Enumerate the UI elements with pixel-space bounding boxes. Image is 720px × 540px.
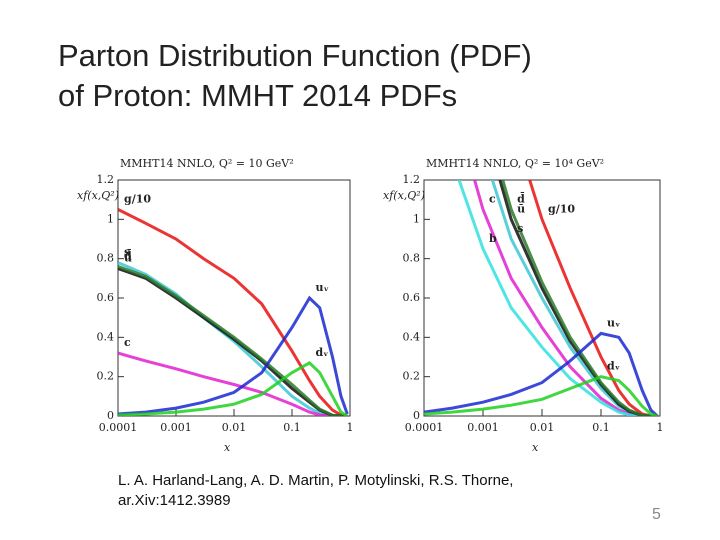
series-label: c [124, 336, 131, 349]
y-tick-label: 0.8 [97, 252, 115, 265]
y-tick-label: 1.2 [403, 173, 421, 186]
series-label: b [489, 232, 497, 245]
x-tick-label: 0.1 [283, 421, 301, 434]
pdf-curve [118, 295, 349, 416]
series-label: c [489, 193, 496, 206]
x-tick-label: 0.0001 [405, 421, 444, 434]
curves [118, 208, 349, 416]
pdf-curve [457, 180, 658, 416]
series-label: g/10 [124, 193, 151, 206]
page-number: 5 [652, 506, 661, 523]
y-tick-label: 1 [107, 212, 114, 225]
x-tick-label: 0.01 [530, 421, 555, 434]
pdf-curve [424, 331, 659, 416]
pdf-curve [501, 180, 658, 416]
series-label: uᵥ [607, 316, 620, 329]
series-label: ū [124, 252, 132, 265]
citation: ar.Xiv:1412.3989 [118, 492, 231, 509]
citation: L. A. Harland-Lang, A. D. Martin, P. Mot… [118, 472, 514, 489]
curves [424, 180, 659, 416]
x-tick-label: 0.1 [592, 421, 610, 434]
plot-frame [117, 179, 351, 417]
series-label: dᵥ [315, 346, 328, 359]
y-tick-label: 0.8 [403, 252, 421, 265]
y-tick-label: 0.2 [97, 370, 115, 383]
y-tick-label: 0 [413, 409, 420, 422]
series-label: dᵥ [607, 360, 620, 373]
series-label: g/10 [548, 202, 575, 215]
y-tick-label: 0.6 [403, 291, 421, 304]
y-tick-label: 0.6 [97, 291, 115, 304]
series-label: d̄ [124, 249, 132, 263]
pdf-curve [118, 361, 349, 416]
x-tick-label: 0.0001 [99, 421, 138, 434]
series-label: ū [517, 202, 525, 215]
series-label: uᵥ [315, 281, 328, 294]
x-axis-label: x [532, 441, 539, 454]
y-axis-label: xf(x,Q²) [77, 189, 119, 202]
x-axis-label: x [224, 441, 231, 454]
y-tick-label: 0 [107, 409, 114, 422]
chart-title: MMHT14 NNLO, Q² = 10 GeV² [120, 157, 294, 170]
pdf-curve [490, 180, 658, 416]
y-tick-label: 0.4 [403, 330, 421, 343]
x-tick-label: 0.001 [467, 421, 499, 434]
pdf-curve [498, 180, 658, 416]
pdf-curve [118, 351, 348, 416]
x-tick-label: 1 [347, 421, 354, 434]
pdf-curve [424, 375, 658, 416]
slide-title: Parton Distribution Function (PDF) [58, 38, 532, 73]
series-label: s [124, 246, 130, 259]
x-tick-label: 1 [657, 421, 664, 434]
y-tick-label: 1 [413, 212, 420, 225]
y-tick-label: 0.4 [97, 330, 115, 343]
x-tick-label: 0.01 [222, 421, 247, 434]
y-tick-label: 1.2 [97, 173, 115, 186]
pdf-curve [473, 180, 658, 416]
chart-title: MMHT14 NNLO, Q² = 10⁴ GeV² [426, 157, 604, 170]
slide-title: of Proton: MMHT 2014 PDFs [58, 78, 458, 113]
x-tick-label: 0.001 [160, 421, 192, 434]
y-axis-label: xf(x,Q²) [383, 189, 425, 202]
pdf-curve [528, 180, 658, 416]
pdf-curve [118, 265, 348, 416]
pdf-curve [118, 261, 348, 416]
y-tick-label: 0.2 [403, 370, 421, 383]
series-label: s [517, 222, 523, 235]
series-label: d̄ [517, 191, 525, 205]
pdf-curve [118, 208, 348, 416]
